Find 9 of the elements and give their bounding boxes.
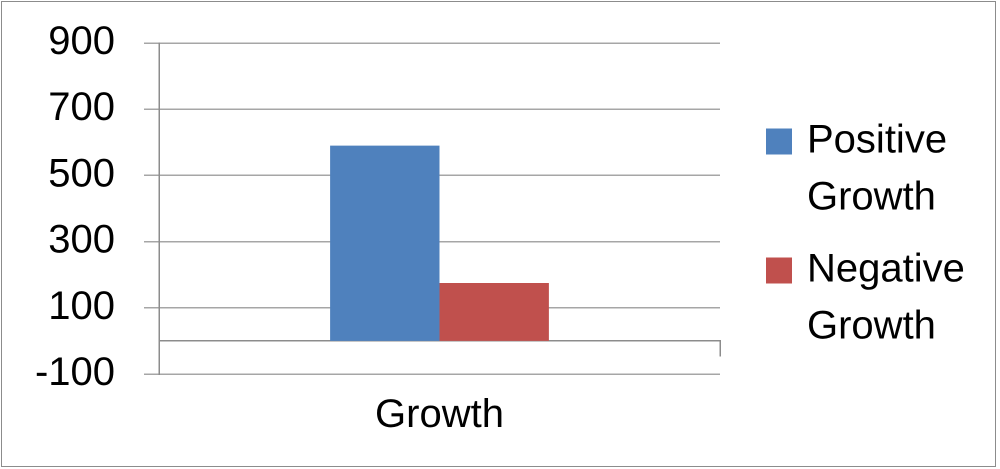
x-tick-label: Growth: [375, 392, 504, 436]
y-tick-label: 100: [48, 284, 115, 328]
y-tick-label: 700: [48, 85, 115, 130]
y-tick-label: 500: [48, 151, 115, 196]
y-tick-label: 300: [48, 218, 115, 262]
y-tick-label: -100: [34, 350, 115, 394]
legend-label: Negative Growth: [807, 246, 965, 348]
legend-label: Positive Growth: [807, 118, 948, 219]
y-tick-label: 900: [48, 19, 115, 64]
